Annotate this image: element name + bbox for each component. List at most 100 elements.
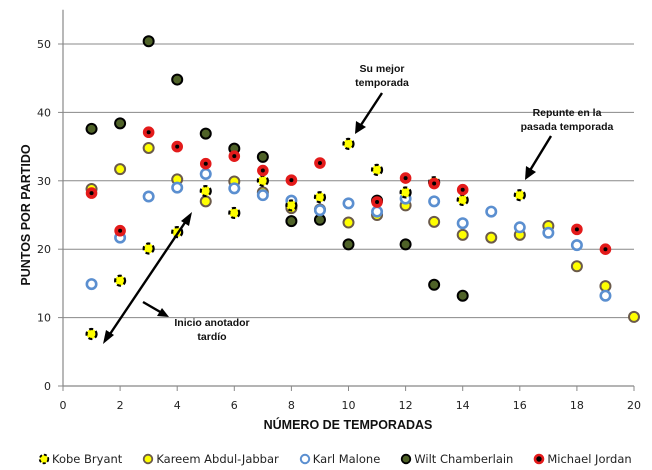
data-point bbox=[513, 221, 526, 234]
data-point bbox=[313, 191, 327, 204]
data-point bbox=[314, 157, 326, 169]
data-point bbox=[456, 217, 469, 230]
x-tick-label: 8 bbox=[288, 399, 295, 412]
data-point bbox=[456, 193, 469, 207]
series-wilt-chamberlain bbox=[85, 35, 469, 302]
data-point bbox=[313, 213, 326, 226]
data-point bbox=[570, 260, 583, 273]
legend-label: Kareem Abdul-Jabbar bbox=[156, 452, 279, 466]
data-point-marker bbox=[456, 228, 469, 241]
data-point-marker bbox=[456, 193, 469, 207]
data-point-marker bbox=[171, 73, 184, 86]
data-point-marker bbox=[342, 137, 355, 150]
data-point bbox=[285, 199, 298, 212]
data-point-marker bbox=[428, 278, 441, 291]
data-point-center bbox=[317, 161, 322, 166]
annotation-best-season-line1: Su mejor bbox=[360, 63, 405, 75]
data-point-marker bbox=[85, 327, 98, 341]
data-point-marker bbox=[113, 274, 127, 287]
legend-marker-kareem bbox=[143, 453, 154, 465]
x-tick-label: 18 bbox=[570, 399, 584, 412]
data-point-center bbox=[403, 176, 408, 181]
x-tick-label: 6 bbox=[231, 399, 238, 412]
data-points bbox=[85, 35, 640, 341]
data-point-marker bbox=[142, 190, 155, 203]
x-tick-label: 12 bbox=[399, 399, 413, 412]
data-point-marker bbox=[142, 35, 155, 48]
data-point bbox=[142, 35, 155, 48]
data-point bbox=[285, 215, 298, 228]
data-point-marker bbox=[142, 242, 155, 255]
y-tick-label: 50 bbox=[37, 38, 51, 51]
data-point bbox=[199, 184, 212, 198]
data-point bbox=[456, 289, 469, 302]
data-point-center bbox=[574, 227, 579, 232]
series-kareem-abdul-jabbar bbox=[85, 141, 640, 323]
legend-label: Wilt Chamberlain bbox=[414, 452, 514, 466]
data-point bbox=[399, 238, 412, 251]
legend-item-kobe: Kobe Bryant bbox=[38, 452, 122, 466]
data-point bbox=[85, 327, 98, 341]
data-point bbox=[142, 141, 155, 154]
data-point bbox=[542, 226, 555, 239]
data-point bbox=[199, 195, 212, 208]
y-axis-title: PUNTOS POR PARTIDO bbox=[19, 144, 33, 285]
data-point bbox=[599, 289, 612, 302]
data-point bbox=[485, 205, 498, 218]
data-point bbox=[257, 164, 269, 177]
data-point-center bbox=[146, 130, 151, 135]
data-point bbox=[599, 280, 612, 293]
data-point-marker bbox=[199, 195, 212, 208]
data-point bbox=[485, 231, 498, 244]
data-point bbox=[342, 197, 355, 210]
legend-item-kareem: Kareem Abdul-Jabbar bbox=[142, 452, 279, 466]
y-tick-labels: 0 10 20 30 40 50 bbox=[37, 38, 63, 393]
y-tick-label: 30 bbox=[37, 175, 51, 188]
annotation-best-season-line2: temporada bbox=[355, 77, 409, 89]
legend-item-malone: Karl Malone bbox=[299, 452, 380, 466]
data-point-center bbox=[175, 144, 180, 149]
data-point bbox=[456, 228, 469, 241]
legend-label: Michael Jordan bbox=[547, 452, 632, 466]
data-point bbox=[342, 137, 355, 150]
data-point-marker bbox=[114, 163, 127, 176]
data-point bbox=[628, 310, 640, 323]
data-point-marker bbox=[114, 117, 127, 130]
annotation-comeback-line1: Repunte en la bbox=[533, 107, 602, 119]
data-point bbox=[199, 127, 212, 140]
data-point-center bbox=[118, 228, 123, 233]
data-point-center bbox=[432, 181, 437, 186]
data-point-center bbox=[260, 168, 265, 173]
x-tick-label: 14 bbox=[456, 399, 470, 412]
data-point bbox=[399, 186, 412, 199]
legend-item-jordan: Michael Jordan bbox=[533, 452, 632, 466]
y-tick-label: 20 bbox=[37, 243, 51, 256]
annotation-late-scorer: Inicio anotador tardío bbox=[103, 212, 250, 344]
data-point bbox=[370, 163, 384, 176]
x-axis-title: NÚMERO DE TEMPORADAS bbox=[264, 417, 433, 432]
y-tick-label: 40 bbox=[37, 106, 51, 119]
annotation-late-scorer-line2: tardío bbox=[197, 331, 226, 343]
arrow-icon bbox=[525, 135, 553, 180]
gridlines bbox=[63, 43, 634, 319]
data-point bbox=[171, 181, 184, 194]
legend-marker-wilt bbox=[401, 453, 412, 465]
data-point-marker bbox=[228, 206, 241, 220]
data-point bbox=[285, 174, 298, 186]
data-point-center bbox=[89, 191, 94, 196]
y-tick-label: 10 bbox=[37, 312, 51, 325]
data-point-marker bbox=[85, 278, 98, 291]
data-point-marker bbox=[370, 163, 384, 176]
data-point-marker bbox=[399, 186, 412, 199]
annotation-comeback-line2: pasada temporada bbox=[521, 121, 614, 133]
data-point bbox=[571, 223, 583, 236]
data-point-marker bbox=[371, 205, 384, 218]
data-point bbox=[570, 239, 583, 252]
data-point-marker bbox=[199, 127, 212, 140]
data-point-marker bbox=[570, 260, 583, 273]
data-point-marker bbox=[399, 238, 412, 251]
data-point bbox=[428, 278, 441, 291]
data-point-marker bbox=[313, 191, 327, 204]
data-point bbox=[142, 242, 155, 255]
